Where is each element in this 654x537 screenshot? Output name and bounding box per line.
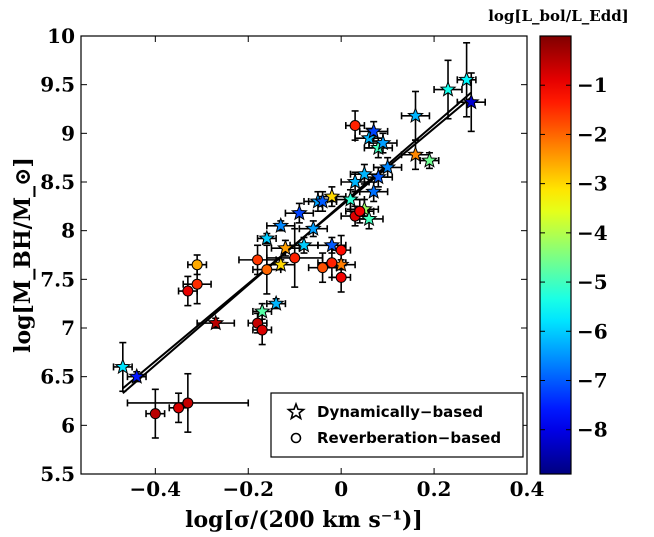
dynamical-point-1 xyxy=(114,358,132,375)
dynamical-point-17 xyxy=(323,187,341,204)
colorbar-title: log[L_bol/L_Edd] xyxy=(488,7,629,25)
legend-circle-icon xyxy=(290,432,302,444)
legend-label: Dynamically−based xyxy=(317,403,483,421)
colorbar-tick-label: −1 xyxy=(577,73,608,97)
legend-box xyxy=(270,392,524,458)
dynamical-point-2 xyxy=(128,367,146,384)
colorbar: −1 −2 −3 −4 −5 −6 −7 −8 log[L_bol/L_Edd] xyxy=(488,7,629,475)
reverberation-point-2 xyxy=(173,402,185,414)
colorbar-tick-label: −5 xyxy=(577,270,608,294)
reverberation-point-10 xyxy=(261,264,273,276)
reverberation-point-1 xyxy=(149,408,161,420)
reverberation-point-18 xyxy=(349,120,361,132)
dynamical-point-7 xyxy=(276,239,294,256)
colorbar-tick-label: −6 xyxy=(577,319,608,343)
dynamical-point-27 xyxy=(365,122,383,139)
legend-star-icon xyxy=(286,401,306,421)
reverberation-point-17 xyxy=(354,205,366,217)
dynamical-point-9 xyxy=(272,216,290,234)
x-tick-label: −0.2 xyxy=(222,477,274,501)
reverberation-point-14 xyxy=(335,244,347,256)
reverberation-point-12 xyxy=(317,262,329,274)
y-tick-label: 6 xyxy=(61,413,75,437)
reverberation-point-11 xyxy=(289,252,301,264)
reverberation-point-13 xyxy=(326,257,338,269)
plot-frame xyxy=(80,35,528,475)
y-tick-label: 10 xyxy=(47,24,75,48)
reverberation-point-6 xyxy=(191,259,203,271)
dynamical-point-25 xyxy=(369,168,387,185)
x-axis-title: log[σ/(200 km s⁻¹)] xyxy=(185,507,423,533)
colorbar-tick-label: −3 xyxy=(577,172,608,196)
dynamical-point-3 xyxy=(207,314,225,331)
dynamical-point-10 xyxy=(295,236,313,253)
dynamical-point-31 xyxy=(420,151,438,168)
colorbar-gradient xyxy=(539,35,572,475)
x-tick-label: 0.2 xyxy=(417,477,452,501)
dynamical-point-18 xyxy=(342,190,359,207)
x-tick-label: −0.4 xyxy=(130,477,182,501)
y-tick-label: 5.5 xyxy=(40,462,75,486)
y-tick-label: 8 xyxy=(61,219,75,243)
axes: −0.4 −0.2 0 0.2 0.4 5.5 6 6.5 7 7.5 8 8.5 9 9.5 10 log[… xyxy=(10,24,544,533)
dynamical-point-29 xyxy=(379,158,397,175)
data-points xyxy=(114,70,480,420)
dynamical-point-6 xyxy=(272,255,290,272)
dynamical-point-5 xyxy=(267,294,285,311)
colorbar-tick-label: −4 xyxy=(577,221,608,245)
dynamical-point-22 xyxy=(355,165,373,182)
legend-label: Reverberation−based xyxy=(317,429,501,447)
dynamical-point-8 xyxy=(258,229,276,246)
reverberation-point-5 xyxy=(191,278,203,290)
dynamical-point-33 xyxy=(439,80,457,97)
dynamical-point-14 xyxy=(304,219,322,236)
dynamical-point-23 xyxy=(365,182,383,199)
dynamical-point-4 xyxy=(253,302,271,319)
dynamical-point-28 xyxy=(374,134,392,151)
reverberation-point-4 xyxy=(182,285,194,297)
reverberation-point-3 xyxy=(182,397,194,409)
dynamical-point-15 xyxy=(323,236,341,253)
legend: Dynamically−based Reverberation−based xyxy=(270,392,524,458)
reverberation-point-8 xyxy=(256,324,268,336)
dynamical-point-21 xyxy=(360,210,378,227)
y-tick-label: 9 xyxy=(61,121,75,145)
colorbar-tick-label: −8 xyxy=(577,418,608,442)
dynamical-point-35 xyxy=(462,93,480,110)
dynamical-point-32 xyxy=(407,106,424,124)
x-tick-label: 0 xyxy=(334,477,348,501)
dynamical-point-11 xyxy=(290,204,308,221)
colorbar-tick-label: −2 xyxy=(577,122,608,146)
x-tick-label: 0.4 xyxy=(510,477,545,501)
dynamical-point-30 xyxy=(407,145,424,162)
y-tick-label: 8.5 xyxy=(40,170,75,194)
y-tick-label: 7 xyxy=(61,316,75,340)
reverberation-point-9 xyxy=(252,254,264,266)
y-tick-label: 7.5 xyxy=(40,267,75,291)
dynamical-point-34 xyxy=(458,70,476,88)
y-tick-label: 9.5 xyxy=(40,73,75,97)
y-axis-title: log[M_BH/M_⊙] xyxy=(10,157,36,353)
reverberation-point-15 xyxy=(335,271,347,283)
colorbar-tick-label: −7 xyxy=(577,368,608,392)
y-tick-label: 6.5 xyxy=(40,365,75,389)
